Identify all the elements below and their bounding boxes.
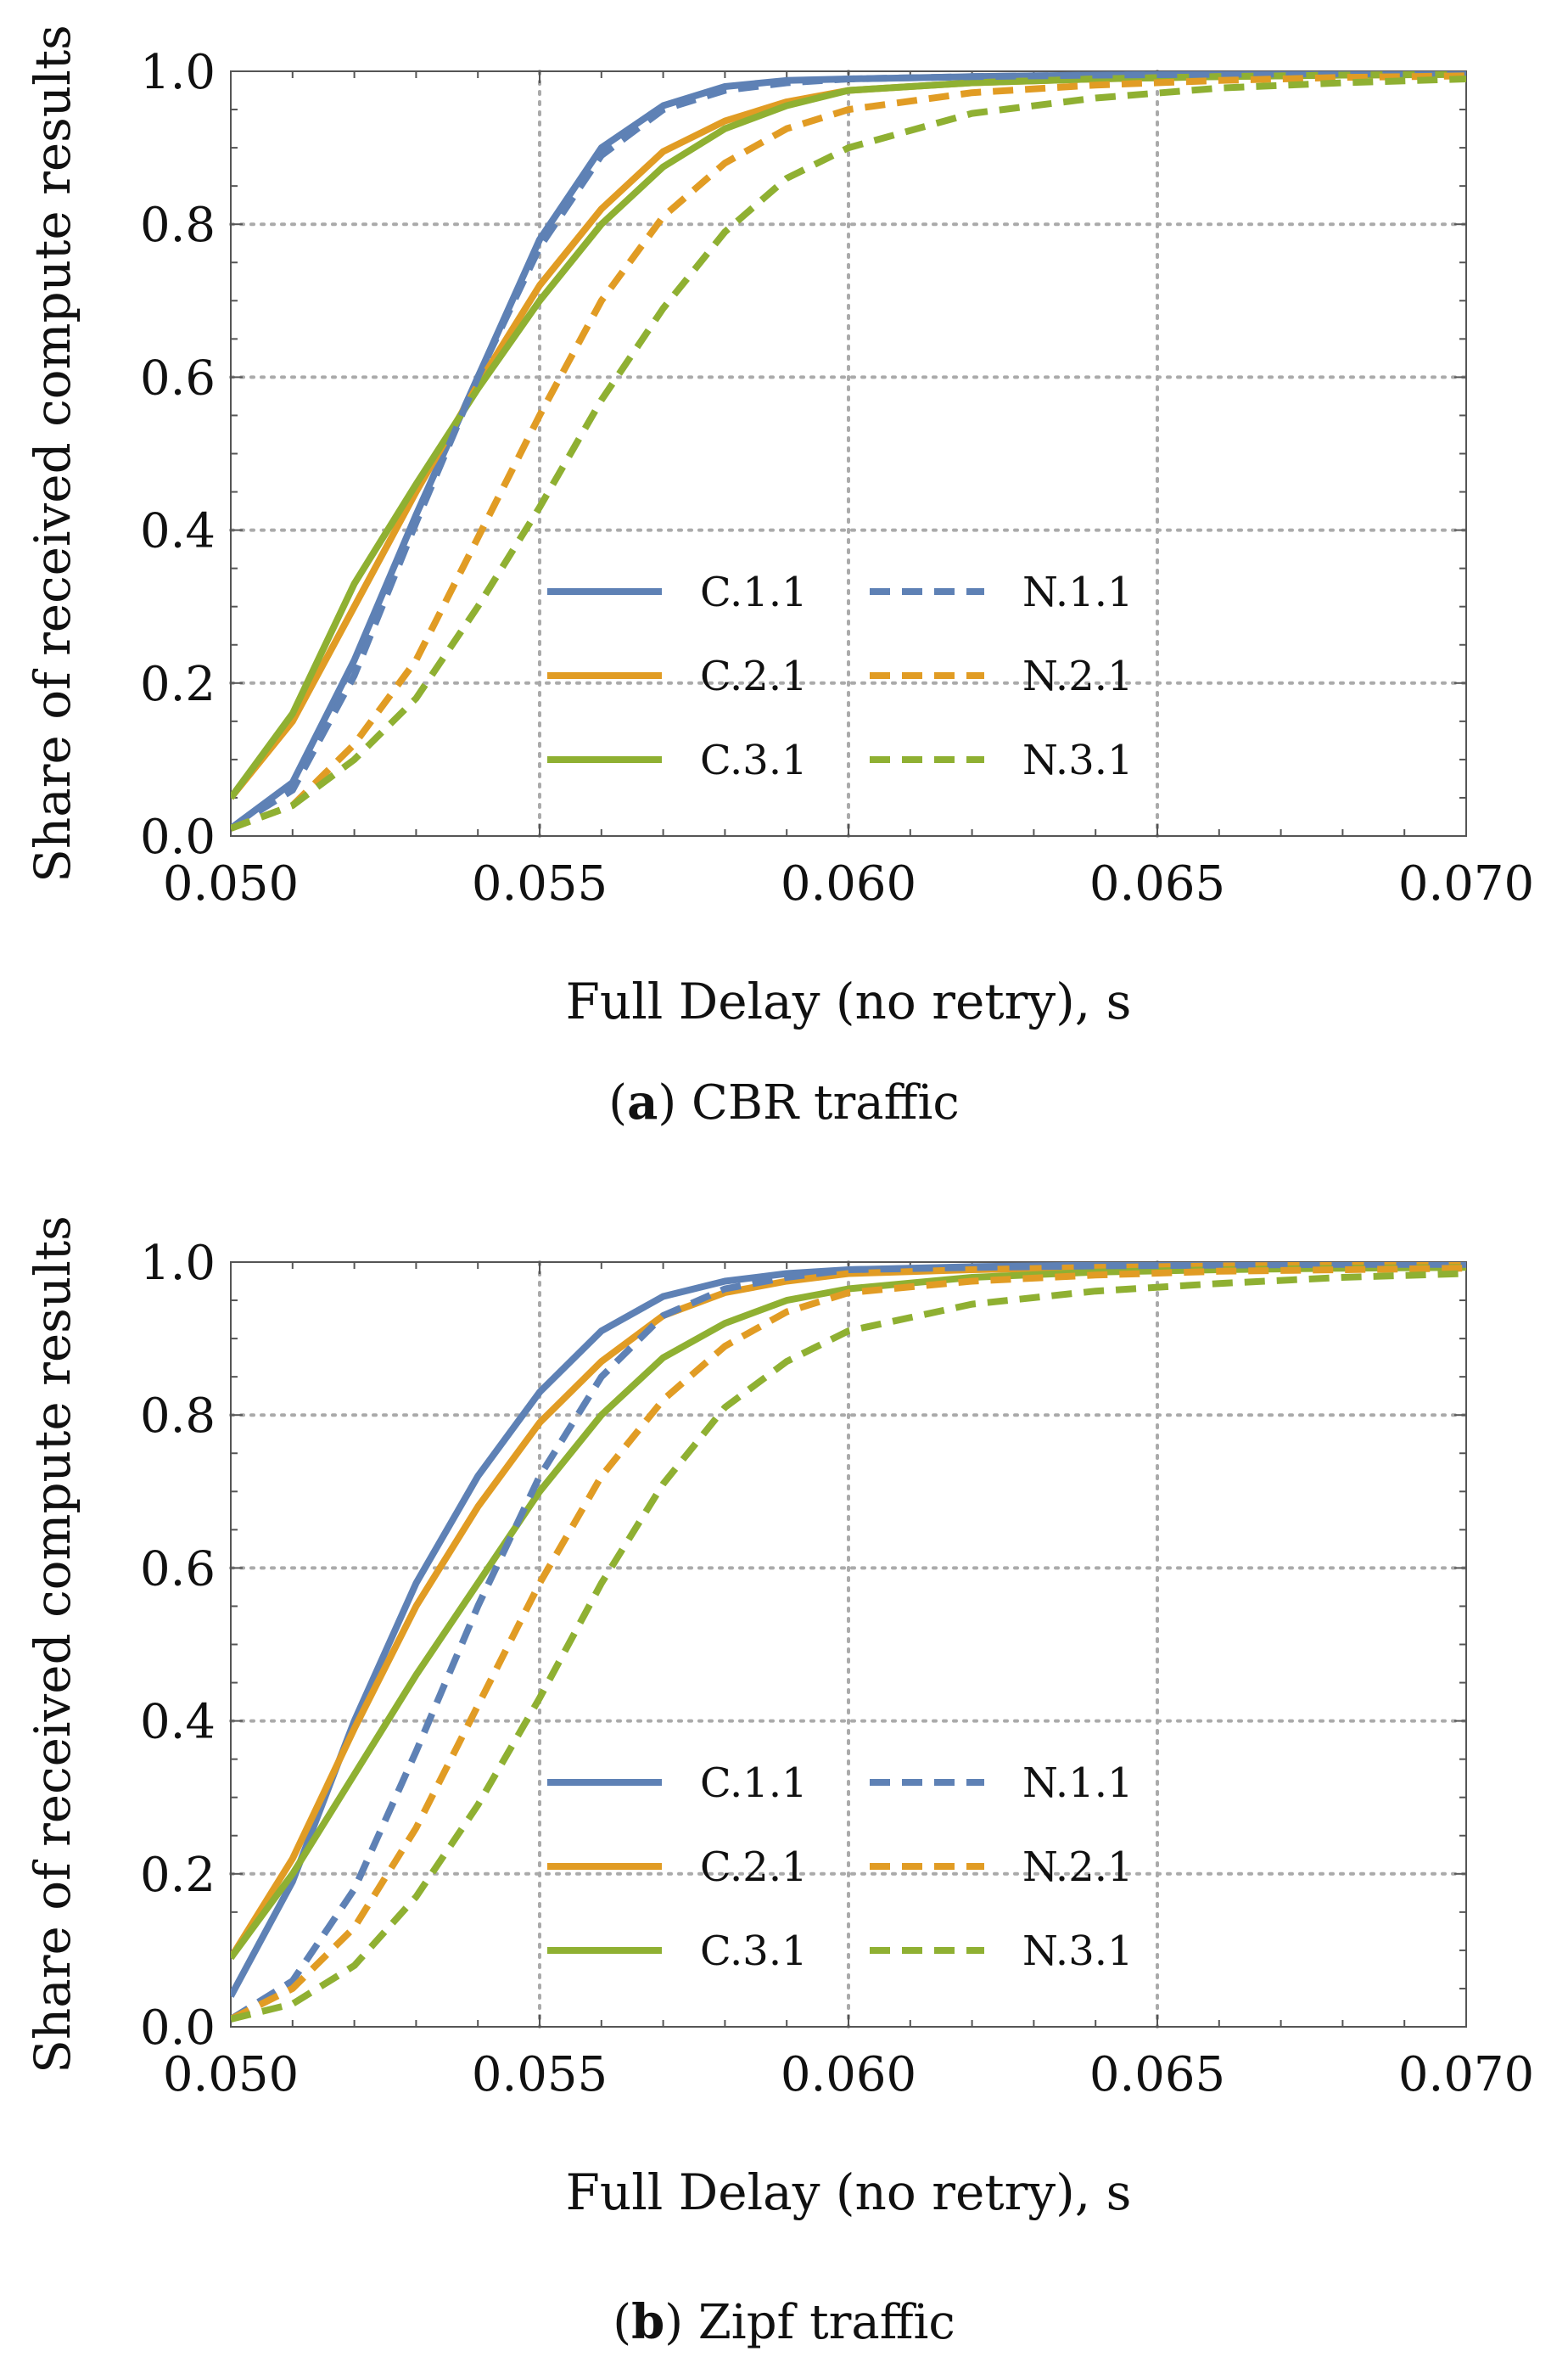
- x-axis-title: Full Delay (no retry), s: [566, 2163, 1132, 2221]
- legend: C.1.1 C.2.1 C.3.1 N.1.1 N.2.1 N.3.1: [547, 1759, 1134, 1975]
- x-tick-label: 0.065: [1089, 2047, 1225, 2102]
- legend-label-C.3.1: C.3.1: [700, 737, 808, 784]
- y-tick-label: 0.2: [140, 657, 216, 712]
- y-tick-label: 0.2: [140, 1848, 216, 1903]
- x-tick-label: 0.070: [1398, 856, 1534, 912]
- legend-label-N.1.1: N.1.1: [1022, 569, 1134, 616]
- legend-label-C.1.1: C.1.1: [700, 569, 808, 616]
- grid: [229, 1260, 1468, 2029]
- y-tick-label: 0.6: [140, 351, 216, 406]
- y-tick-label: 0.8: [140, 198, 216, 253]
- legend-label-C.3.1: C.3.1: [700, 1928, 808, 1975]
- x-tick-label: 0.055: [472, 2047, 608, 2102]
- grid: [229, 70, 1468, 838]
- series-line-N.2.1: [231, 1265, 1466, 2023]
- series-line-N.1.1: [231, 1262, 1466, 2023]
- chart-panel-b: 0.050 0.055 0.060 0.065 0.070 0.0 0.2 0.4 0.6 0.8…: [24, 1215, 1534, 2350]
- x-tick-label: 0.050: [163, 2047, 299, 2102]
- x-tick-label: 0.055: [472, 856, 608, 912]
- y-tick-label: 0.0: [140, 810, 216, 865]
- legend-label-N.1.1: N.1.1: [1022, 1759, 1134, 1807]
- x-axis-title: Full Delay (no retry), s: [566, 973, 1132, 1030]
- y-tick-label: 0.8: [140, 1389, 216, 1444]
- legend-label-C.2.1: C.2.1: [700, 1843, 808, 1891]
- y-tick-label: 0.4: [140, 504, 216, 559]
- y-tick-label: 0.6: [140, 1541, 216, 1596]
- x-tick-label: 0.060: [781, 2047, 916, 2102]
- legend-label-C.1.1: C.1.1: [700, 1759, 808, 1807]
- panel-caption: (b) Zipf traffic: [613, 2294, 955, 2350]
- series-lines: [231, 1262, 1466, 2023]
- legend-label-N.3.1: N.3.1: [1022, 737, 1134, 784]
- series-lines: [231, 71, 1466, 832]
- legend-label-C.2.1: C.2.1: [700, 653, 808, 700]
- legend-label-N.2.1: N.2.1: [1022, 653, 1134, 700]
- x-tick-label: 0.050: [163, 856, 299, 912]
- y-tick-label: 0.4: [140, 1695, 216, 1750]
- chart-panel-a: 0.050 0.055 0.060 0.065 0.070 0.0 0.2 0.4 0.6 0.8…: [24, 25, 1534, 1131]
- legend: C.1.1 C.2.1 C.3.1 N.1.1 N.2.1 N.3.1: [547, 569, 1134, 784]
- y-axis-title: Share of received compute results: [24, 25, 81, 883]
- series-line-N.2.1: [231, 72, 1466, 832]
- x-tick-label: 0.060: [781, 856, 916, 912]
- y-tick-label: 1.0: [140, 1236, 216, 1291]
- x-tick-label: 0.065: [1089, 856, 1225, 912]
- panel-caption: (a) CBR traffic: [608, 1075, 960, 1131]
- legend-label-N.3.1: N.3.1: [1022, 1928, 1134, 1975]
- y-axis-title: Share of received compute results: [24, 1215, 81, 2073]
- series-line-N.3.1: [231, 1270, 1466, 2023]
- y-tick-label: 1.0: [140, 45, 216, 100]
- y-tick-label: 0.0: [140, 2000, 216, 2056]
- series-line-N.1.1: [231, 71, 1466, 832]
- x-tick-label: 0.070: [1398, 2047, 1534, 2102]
- legend-label-N.2.1: N.2.1: [1022, 1843, 1134, 1891]
